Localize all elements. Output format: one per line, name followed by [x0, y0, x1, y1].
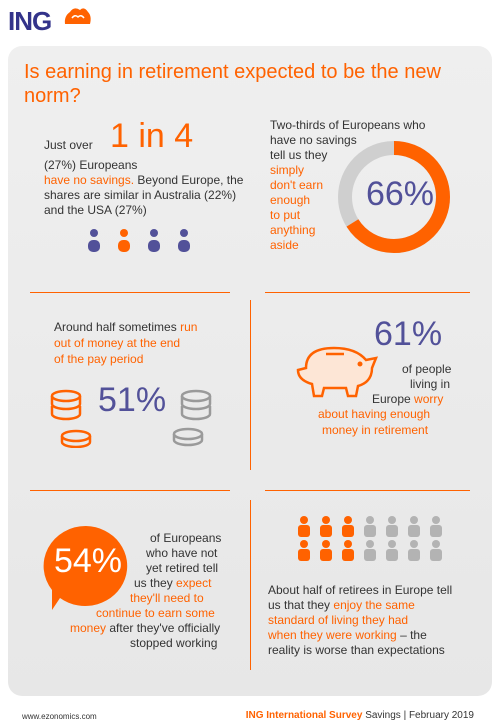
page-title: Is earning in retirement expected to be … — [24, 61, 441, 107]
person-icon — [430, 516, 442, 537]
s5-l6: stopped working — [130, 636, 218, 650]
s6-hl2: standard of living they had — [268, 613, 409, 627]
s4-l1: of people — [402, 362, 452, 376]
person-icon — [386, 516, 398, 537]
divider — [30, 292, 230, 293]
s6-hl1: enjoy the same — [333, 598, 415, 612]
coins-icon — [50, 389, 92, 448]
person-icon — [342, 540, 354, 561]
s1-highlight: have no savings. — [44, 173, 135, 187]
divider — [30, 490, 230, 491]
person-icon — [298, 540, 310, 561]
s3-text1: Around half sometimes run — [54, 320, 197, 335]
s1-prefix: Just over — [44, 138, 93, 152]
coins-icon — [172, 389, 212, 447]
s6-t2-part: us that they — [268, 598, 331, 612]
s5-hl1: expect — [176, 576, 212, 590]
header: ING — [0, 0, 500, 46]
ing-logo: ING — [8, 6, 52, 36]
s6-t1: About half of retirees in Europe tell — [268, 583, 453, 597]
s4-hl1: worry — [414, 392, 444, 406]
s4-l3: Europe worry — [372, 392, 443, 407]
s2-hl6: aside — [270, 238, 299, 252]
donut-value-arc — [338, 141, 450, 253]
s4-hl2: about having enough — [318, 407, 431, 421]
divider — [265, 490, 470, 491]
s3-hl2: out of money at the end — [54, 336, 181, 350]
person-icon — [88, 229, 100, 252]
person-icon — [118, 229, 130, 252]
s6-t3-part: – the — [396, 628, 427, 642]
footer-survey-name: ING International Survey — [245, 710, 363, 721]
s5-hl4: money — [70, 621, 107, 635]
s4-l3-part: Europe — [372, 392, 411, 406]
s5-hl3: continue to earn some — [96, 606, 215, 620]
s4-percent: 61% — [374, 315, 443, 353]
s5-l4: us they expect — [134, 576, 211, 591]
person-icon — [364, 540, 376, 561]
s5-l3: yet retired tell — [146, 561, 219, 575]
s4-hl3: money in retirement — [322, 423, 429, 437]
s1-rest: Beyond Europe, the shares are similar in… — [44, 173, 244, 217]
person-icon — [408, 540, 420, 561]
person-icon — [430, 540, 442, 561]
s2-hl2: don't earn — [270, 178, 323, 192]
footer-sep: | — [403, 710, 407, 721]
piggy-bank-icon — [296, 346, 379, 398]
person-icon — [298, 516, 310, 537]
s5-percent: 54% — [53, 542, 123, 580]
s1-line2: (27%) Europeans — [44, 158, 138, 172]
footer-date: February 2019 — [408, 710, 474, 721]
speech-bubble-icon — [43, 525, 128, 610]
person-icon — [408, 516, 420, 537]
s6-t2: us that they enjoy the same — [268, 598, 415, 613]
s2-hl3: enough — [270, 193, 311, 207]
s2-line1: Two-thirds of Europeans who — [270, 118, 426, 132]
s6-hl3: when they were working — [268, 628, 397, 642]
s2-hl5: anything — [270, 223, 316, 237]
footer-website[interactable]: www.ezonomics.com — [22, 712, 97, 721]
s3-percent: 51% — [98, 381, 167, 419]
person-icon — [178, 229, 190, 252]
s5-l5: money after they've officially — [70, 621, 220, 636]
people-grid — [298, 516, 442, 561]
footer-survey: ING International Survey Savings | Febru… — [246, 710, 474, 721]
s5-l2: who have not — [146, 546, 218, 560]
divider — [250, 300, 251, 470]
s6-t4: reality is worse than expectations — [268, 643, 445, 657]
people-row — [88, 229, 190, 252]
person-icon — [320, 540, 332, 561]
s5-l4-part: us they — [134, 576, 173, 590]
person-icon — [364, 516, 376, 537]
divider — [250, 500, 251, 670]
s4-l2: living in — [410, 377, 451, 391]
donut-chart — [338, 141, 450, 253]
s1-big: 1 in 4 — [110, 117, 194, 155]
s2-percent: 66% — [365, 175, 435, 213]
s3-text1-part: Around half sometimes — [54, 320, 177, 334]
person-icon — [342, 516, 354, 537]
person-icon — [386, 540, 398, 561]
s5-l5-part: after they've officially — [109, 621, 221, 635]
s5-hl2: they'll need to — [130, 591, 204, 605]
s3-hl1: run — [180, 320, 198, 334]
s2-hl4: to put — [270, 208, 301, 222]
s3-hl3: of the pay period — [54, 352, 144, 366]
s2-hl1: simply — [270, 163, 305, 177]
s2-line3: tell us they — [270, 148, 328, 162]
s2-line2: have no savings — [270, 133, 357, 147]
s5-l1: of Europeans — [150, 531, 222, 545]
person-icon — [320, 516, 332, 537]
divider — [265, 292, 470, 293]
s6-t3: when they were working – the — [268, 628, 427, 643]
lion-icon — [64, 8, 91, 24]
footer-topic: Savings — [365, 710, 401, 721]
s1-text: have no savings. Beyond Europe, the shar… — [44, 173, 254, 218]
person-icon — [148, 229, 160, 252]
